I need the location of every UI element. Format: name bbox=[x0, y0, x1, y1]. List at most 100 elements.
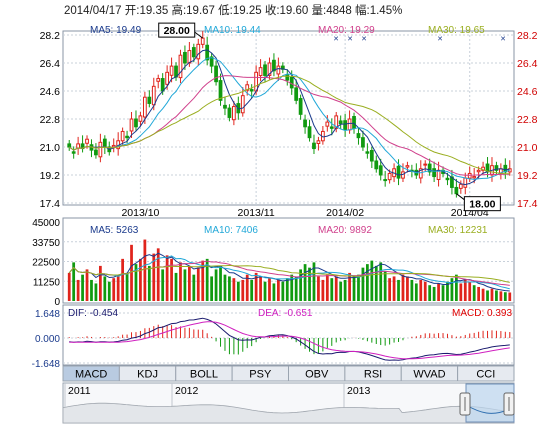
candle-body bbox=[445, 177, 450, 181]
candle-body bbox=[476, 169, 481, 173]
candle-body bbox=[254, 71, 259, 92]
volume-bar bbox=[374, 265, 378, 301]
price-legend-entry: MA5: 19.49 bbox=[90, 25, 142, 36]
price-legend-entry: MA10: 19.44 bbox=[204, 25, 261, 36]
volume-bar bbox=[254, 272, 258, 301]
volume-bar bbox=[463, 279, 467, 301]
candle-body bbox=[494, 165, 499, 171]
price-y-tick-left: 28.2 bbox=[40, 30, 61, 42]
volume-bar bbox=[250, 279, 254, 301]
volume-bar bbox=[477, 286, 481, 301]
price-y-tick-left: 26.4 bbox=[40, 58, 61, 70]
volume-bar bbox=[352, 276, 356, 301]
macd-legend-entry: DIF: -0.454 bbox=[68, 308, 118, 319]
max-annotation-box bbox=[158, 22, 196, 38]
candle-body bbox=[214, 65, 218, 83]
event-marker-icon: ✕ bbox=[437, 36, 443, 43]
tab-cci[interactable] bbox=[457, 365, 515, 382]
volume-bar bbox=[397, 279, 400, 301]
candle-body bbox=[249, 89, 254, 92]
volume-bar bbox=[290, 274, 294, 301]
volume-bar bbox=[379, 262, 383, 301]
volume-bar bbox=[423, 281, 427, 301]
candle-body bbox=[276, 65, 281, 75]
volume-bar bbox=[143, 239, 147, 301]
candle-body bbox=[285, 74, 290, 81]
candle-body bbox=[169, 65, 174, 76]
candle-body bbox=[227, 107, 232, 118]
volume-bar bbox=[259, 276, 262, 301]
price-x-tick: 2013/11 bbox=[238, 207, 275, 219]
candle-body bbox=[67, 143, 72, 148]
price-y-tick-left: 24.6 bbox=[40, 86, 61, 98]
candle-body bbox=[205, 44, 210, 61]
candle-body bbox=[71, 151, 76, 154]
candle-body bbox=[298, 98, 303, 115]
high-label: 高: bbox=[171, 5, 187, 17]
candle-body bbox=[94, 149, 98, 156]
volume-bar bbox=[183, 269, 187, 301]
price-y-tick-left: 19.2 bbox=[40, 170, 61, 182]
price-x-tick: 2014/02 bbox=[326, 207, 364, 219]
tab-rsi-label: RSI bbox=[364, 369, 382, 381]
candle-body bbox=[316, 140, 321, 144]
macd-y-tick: 1.648 bbox=[35, 309, 60, 320]
volume-bar bbox=[330, 278, 334, 301]
overview-year-label: 2011 bbox=[68, 385, 91, 397]
volume-bar bbox=[263, 281, 267, 301]
candle-body bbox=[427, 163, 432, 173]
volume-bar bbox=[383, 271, 387, 301]
macd-legend-entry: DEA: -0.651 bbox=[258, 308, 313, 319]
volume-bar bbox=[303, 264, 307, 301]
event-marker-icon: ✕ bbox=[500, 36, 506, 43]
candle-body bbox=[387, 172, 392, 181]
candle-body bbox=[196, 43, 201, 60]
price-y-tick-right: 24.6 bbox=[517, 86, 538, 98]
volume-bar bbox=[339, 281, 343, 301]
candle-body bbox=[138, 115, 143, 122]
tab-cci-label: CCI bbox=[476, 369, 495, 381]
price-y-tick-right: 17.4 bbox=[517, 198, 538, 210]
volume-bar bbox=[481, 288, 485, 301]
volume-bar bbox=[179, 262, 182, 301]
volume-bar bbox=[388, 278, 392, 301]
candle-body bbox=[187, 50, 192, 64]
volume-bar bbox=[134, 264, 138, 301]
volume-bar bbox=[299, 269, 303, 301]
volume-label: 量: bbox=[311, 5, 327, 17]
volume-bar bbox=[285, 278, 289, 301]
candle-body bbox=[191, 47, 196, 58]
volume-value: 4848 bbox=[326, 5, 352, 17]
volume-bar bbox=[312, 262, 316, 301]
volume-bar bbox=[94, 283, 98, 301]
volume-bar bbox=[67, 272, 71, 301]
candle-body bbox=[467, 172, 472, 179]
candle-body bbox=[325, 121, 330, 127]
volume-y-tick: 45000 bbox=[32, 218, 60, 229]
volume-bar bbox=[414, 283, 418, 301]
volume-bar bbox=[365, 264, 369, 301]
overview-year-label: 2013 bbox=[347, 385, 371, 397]
max-annotation-pointer bbox=[194, 31, 204, 39]
candle-body bbox=[463, 177, 468, 188]
volume-bar bbox=[276, 279, 280, 301]
candle-body bbox=[240, 95, 245, 114]
price-y-tick-right: 21.0 bbox=[517, 142, 538, 154]
candle-body bbox=[129, 118, 134, 132]
volume-bar bbox=[223, 274, 227, 301]
volume-bar bbox=[116, 274, 120, 301]
volume-bar bbox=[321, 279, 325, 301]
volume-bar bbox=[334, 276, 338, 301]
volume-bar bbox=[472, 285, 476, 301]
volume-bar bbox=[486, 290, 489, 301]
candle-body bbox=[245, 84, 250, 91]
volume-ma30-line bbox=[68, 264, 510, 283]
volume-bar bbox=[98, 265, 102, 301]
volume-bar bbox=[241, 279, 245, 301]
candle-body bbox=[352, 116, 356, 129]
volume-bar bbox=[139, 258, 142, 301]
candle-body bbox=[120, 130, 125, 142]
volume-bar bbox=[85, 269, 89, 301]
